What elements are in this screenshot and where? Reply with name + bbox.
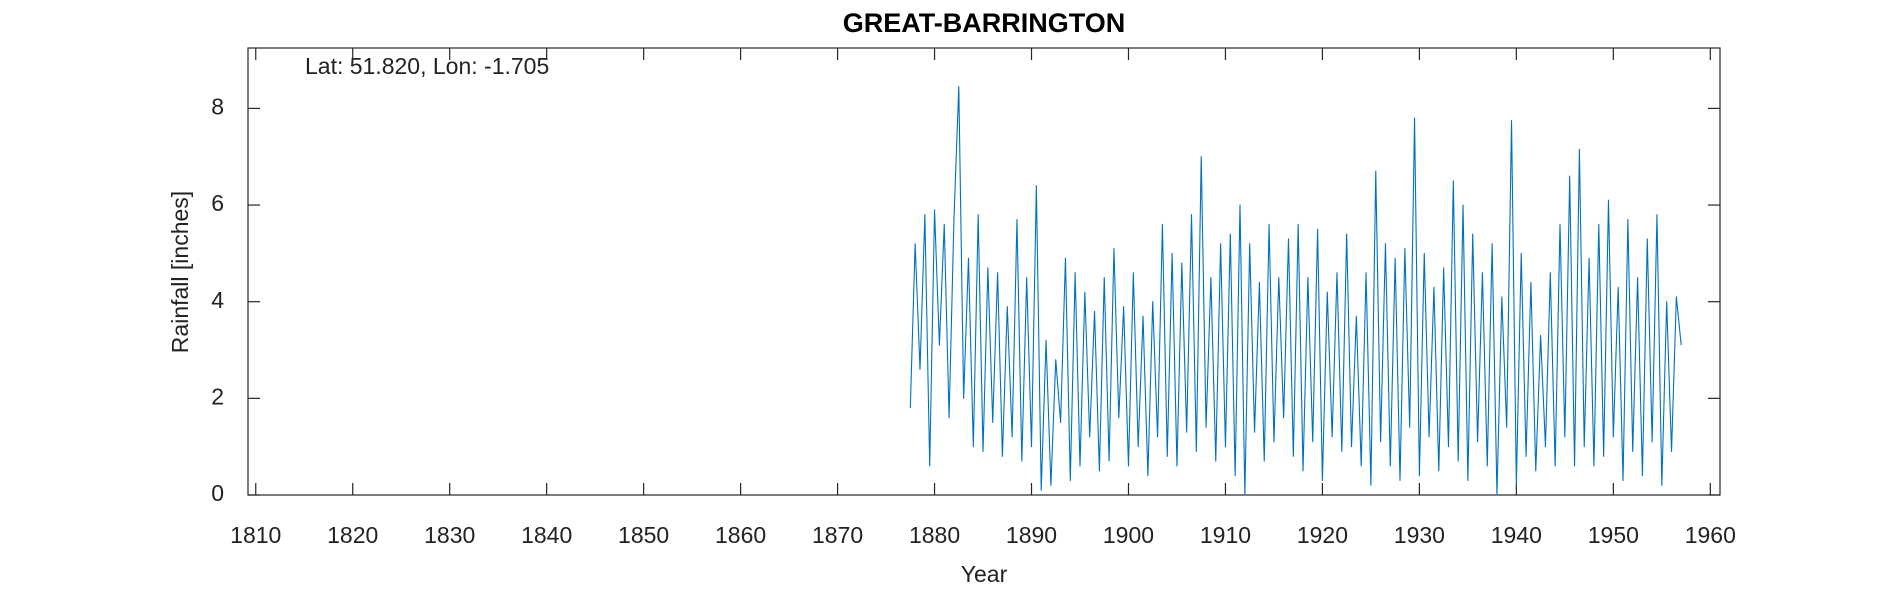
x-tick-label: 1850 <box>618 522 669 548</box>
chart-title: GREAT-BARRINGTON <box>843 8 1126 38</box>
x-axis-label: Year <box>961 561 1008 587</box>
plot-frame <box>247 47 1721 496</box>
y-tick-label: 6 <box>211 190 224 216</box>
x-tick-label: 1880 <box>909 522 960 548</box>
x-tick-label: 1910 <box>1200 522 1251 548</box>
y-axis-label: Rainfall [inches] <box>167 191 193 353</box>
x-tick-label: 1830 <box>424 522 475 548</box>
annotation: Lat: 51.820, Lon: -1.705 <box>305 53 549 79</box>
x-tick-label: 1940 <box>1491 522 1542 548</box>
y-tick-label: 8 <box>211 93 224 119</box>
line-series <box>909 86 1682 496</box>
y-tick-label: 0 <box>211 480 224 506</box>
x-tick-label: 1870 <box>812 522 863 548</box>
x-tick-label: 1820 <box>327 522 378 548</box>
x-tick-label: 1950 <box>1588 522 1639 548</box>
x-tick-label: 1810 <box>230 522 281 548</box>
x-tick-label: 1920 <box>1297 522 1348 548</box>
x-tick-label: 1900 <box>1103 522 1154 548</box>
x-tick-label: 1930 <box>1394 522 1445 548</box>
y-tick-label: 4 <box>211 287 224 313</box>
x-tick-label: 1860 <box>715 522 766 548</box>
x-tick-label: 1960 <box>1685 522 1736 548</box>
y-tick-label: 2 <box>211 383 224 409</box>
x-tick-label: 1890 <box>1006 522 1057 548</box>
x-tick-label: 1840 <box>521 522 572 548</box>
